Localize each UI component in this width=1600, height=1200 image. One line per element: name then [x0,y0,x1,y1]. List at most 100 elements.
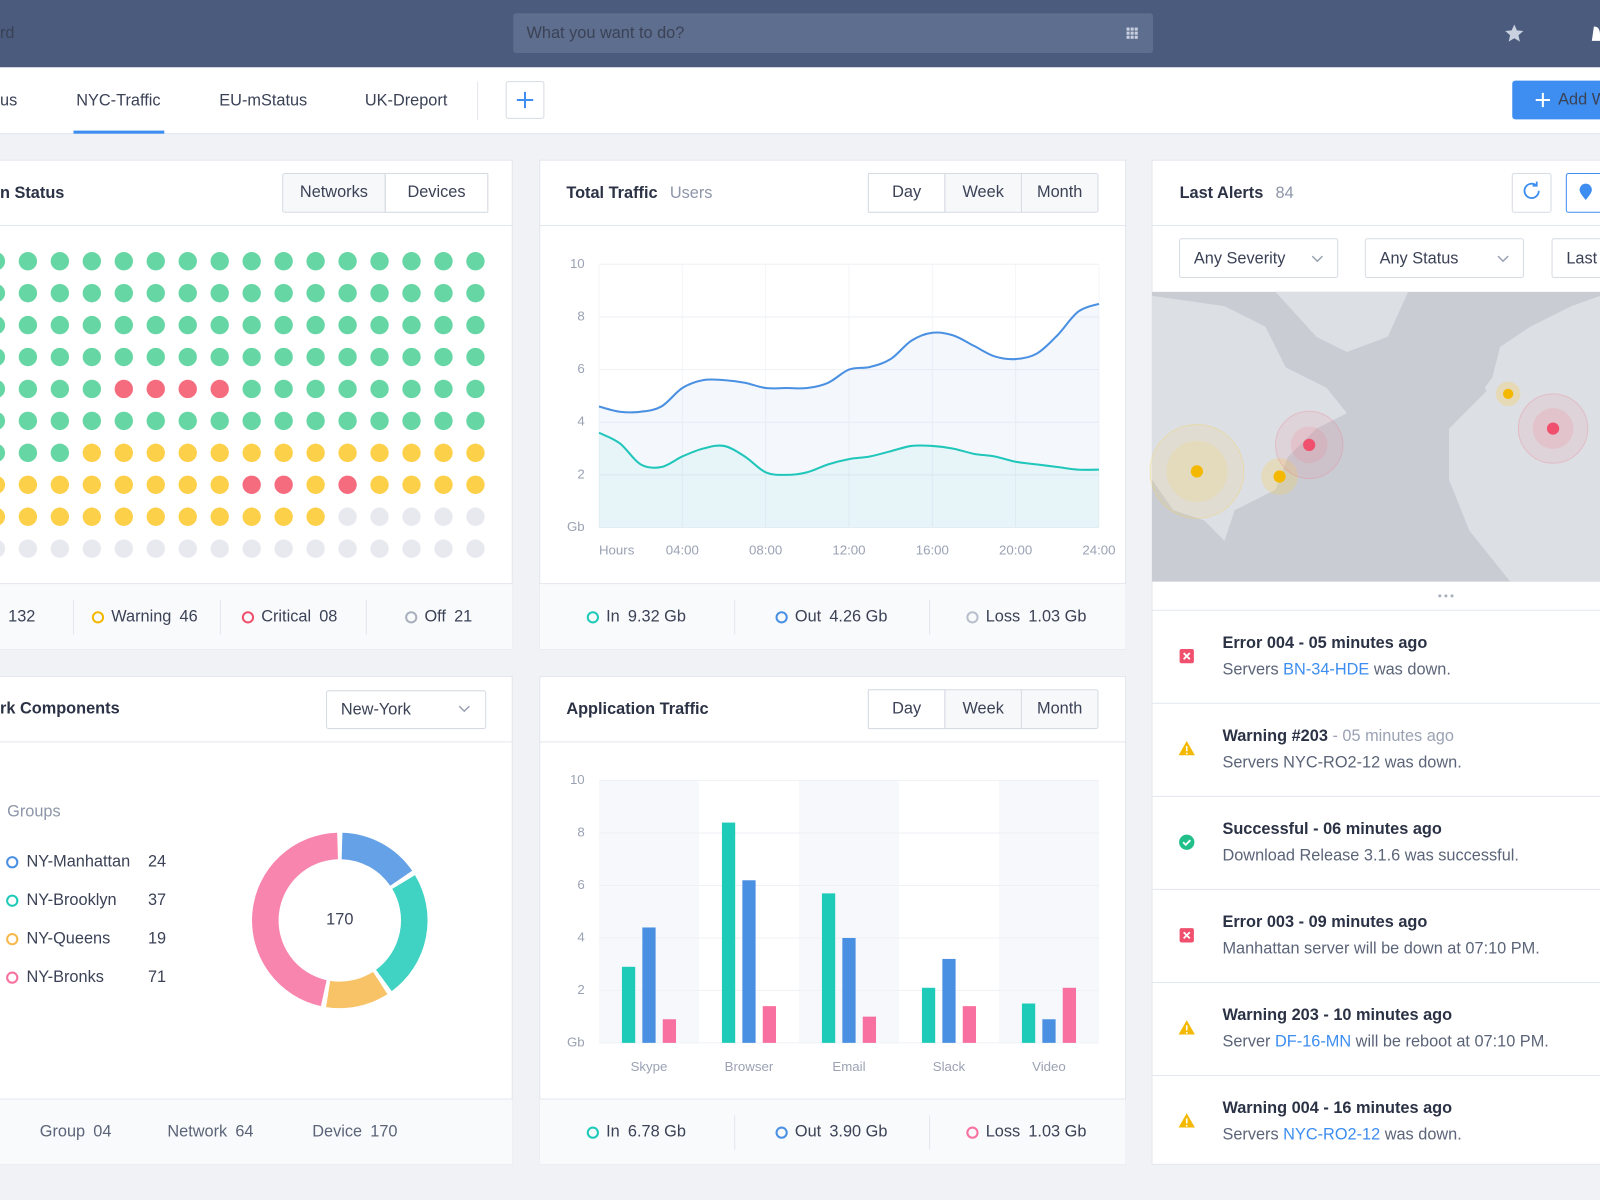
status-dot [306,475,325,494]
tab[interactable]: EU-mStatus [219,91,307,109]
status-dot [242,475,261,494]
status-dot [146,347,165,367]
card-footer [0,583,513,649]
more-dots[interactable] [1438,594,1454,598]
toggle-option[interactable]: Month [1037,699,1082,717]
status-dot [338,347,357,367]
filter-dropdown[interactable] [1364,238,1524,279]
status-dot [370,379,389,399]
success-icon [1179,834,1195,850]
tab[interactable]: NYC-Traffic [76,91,160,109]
add-widget-button[interactable] [1512,80,1600,120]
apps-icon[interactable] [1126,27,1138,39]
status-dot [210,507,229,526]
legend-item: Critical 08 [261,608,337,626]
status-dot [402,379,421,399]
status-dot [242,539,261,558]
alert-heading: Successful - 06 minutes ago [1222,820,1441,838]
alert-text: Servers NYC-RO2-12 was down. [1222,754,1461,772]
filter-dropdown[interactable] [1179,238,1339,279]
legend-value: 1.03 Gb [1028,608,1086,626]
filter-dropdown[interactable] [1551,238,1600,279]
legend-label: NY-Manhattan [27,853,131,871]
filter-label[interactable]: Last [1566,249,1597,267]
star-icon[interactable] [1505,24,1524,42]
tab-underline [73,130,165,134]
refresh-icon [1523,181,1540,199]
toggle-option[interactable]: Day [892,183,922,201]
card-title: rk Components [0,699,120,717]
status-dot [210,379,229,399]
y-tick-label: 6 [577,361,584,376]
status-dot [50,252,70,271]
legend-item: Out 4.26 Gb [795,608,888,626]
status-dot [466,347,485,367]
alert-link[interactable]: NYC-RO2-12 [1283,1126,1380,1144]
toggle-option[interactable]: Week [962,699,1004,717]
legend-marker [91,611,105,624]
status-dot [114,443,133,463]
legend-marker [586,1126,599,1139]
status-dot [178,315,197,335]
y-tick-label: 10 [570,772,585,787]
alert-message: Manhattan server will be down at 07:10 P… [1222,940,1539,958]
toggle-option[interactable]: Month [1037,183,1082,201]
status-dot [146,252,165,271]
status-dot [434,347,453,367]
error-cross [1183,931,1191,940]
toggle-option[interactable]: Networks [300,183,368,201]
toggle-option[interactable]: Week [962,183,1004,201]
footer-label: Group [40,1123,85,1141]
dropdown[interactable] [326,690,487,730]
status-dot [338,411,357,431]
card-title: Total Traffic Users [566,184,712,202]
legend-marker [966,611,979,624]
toggle-option[interactable]: Devices [407,183,465,201]
status-dot [178,283,197,303]
filter-label[interactable]: Any Status [1380,249,1459,267]
status-dot [178,539,197,558]
x-tick-label: 04:00 [666,543,699,558]
bar [942,958,956,1043]
area-fill [598,432,1099,528]
status-dot [146,379,165,399]
footer-item: Group 04 [40,1123,112,1141]
search-placeholder[interactable]: What you want to do? [527,24,685,42]
status-dot [18,507,38,526]
legend-label: Critical [261,608,311,626]
search-box[interactable] [513,13,1154,54]
area-fill [598,303,1099,528]
alert-link[interactable]: DF-16-MN [1275,1033,1351,1051]
status-dot [306,315,325,335]
status-dot [402,475,421,494]
footer-value: 64 [235,1123,253,1141]
status-dot [50,475,70,494]
band [998,780,1099,1043]
legend-value: 9.32 Gb [628,608,686,626]
tab[interactable]: UK-Dreport [365,91,448,109]
app-title: rd [0,24,15,42]
tab[interactable]: us [0,91,17,109]
status-dot [210,411,229,431]
dropdown-value[interactable]: New-York [341,701,412,719]
chevron [1497,255,1509,263]
title: Last Alerts [1180,184,1264,202]
refresh-button[interactable] [1511,172,1552,213]
status-dot [242,252,261,271]
plus-icon [516,91,534,109]
bell-icon[interactable] [1591,26,1600,41]
status-dot [434,379,453,399]
status-dot [274,475,293,494]
status-dot [306,252,325,271]
card-title: Last Alerts 84 [1180,184,1294,202]
card-title: n Status [0,184,64,202]
y-tick-label: 4 [577,414,584,429]
status-dot [178,507,197,526]
status-dot [370,539,389,558]
legend-value: 132 [8,608,35,626]
status-dot [0,412,6,430]
filter-label[interactable]: Any Severity [1194,249,1286,267]
toggle-option[interactable]: Day [892,699,922,717]
alert-link[interactable]: BN-34-HDE [1283,661,1369,679]
